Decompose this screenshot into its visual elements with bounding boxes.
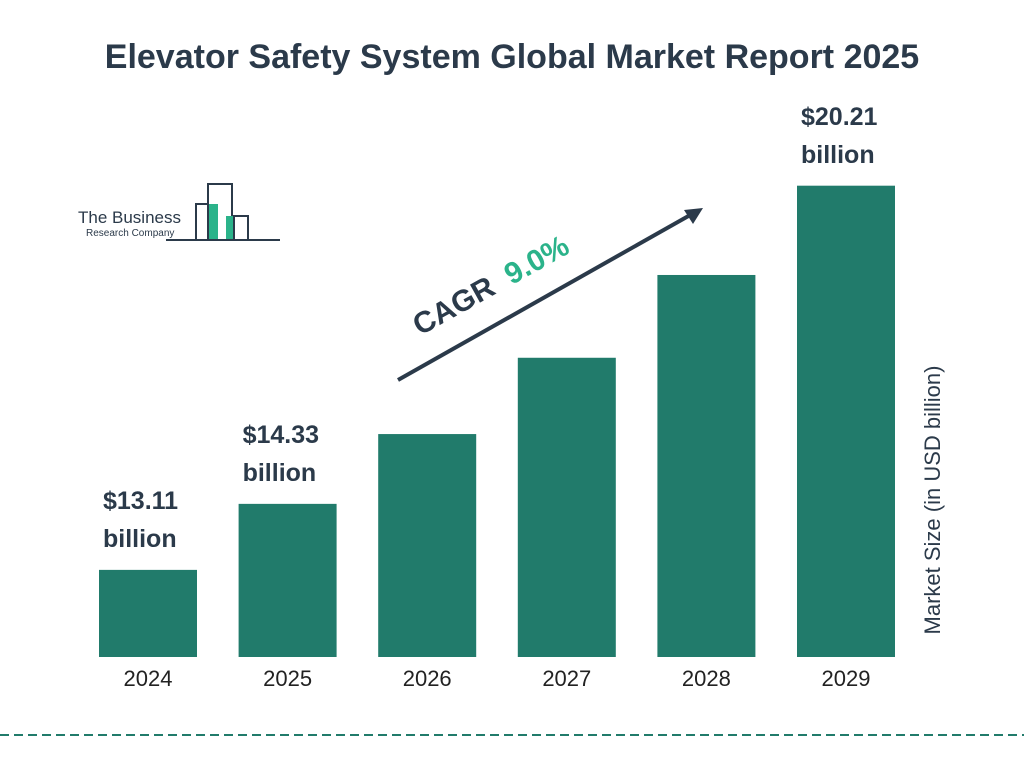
x-tick-label: 2026 <box>403 666 452 691</box>
x-tick-label: 2028 <box>682 666 731 691</box>
value-label: $13.11 billion <box>103 486 179 553</box>
logo-text: The Business <box>78 208 181 227</box>
bar <box>797 185 895 658</box>
bar <box>657 274 756 657</box>
logo-shape <box>226 216 234 240</box>
logo-shape <box>166 215 280 241</box>
x-tick-label: 2024 <box>124 666 173 691</box>
cagr-arrowhead <box>684 208 703 224</box>
x-tick-label: 2025 <box>263 666 312 691</box>
bar <box>238 503 337 657</box>
chart-title: Elevator Safety System Global Market Rep… <box>104 38 920 76</box>
bar <box>99 569 197 657</box>
x-tick-label: 2027 <box>542 666 591 691</box>
value-label: $14.33 billion <box>242 420 320 487</box>
value-label: $20.21 billion <box>801 102 878 169</box>
x-tick-label: 2029 <box>822 666 871 691</box>
logo-shape <box>209 204 218 240</box>
logo-shape <box>195 203 209 241</box>
cagr-arrow <box>397 212 693 382</box>
y-axis-label: Market Size (in USD billion) <box>920 366 945 635</box>
bar <box>378 434 477 657</box>
logo-text: Research Company <box>86 228 174 239</box>
cagr-value: 9.0% <box>499 229 575 291</box>
bar <box>517 357 616 657</box>
logo: The Business Research Company <box>78 183 280 241</box>
